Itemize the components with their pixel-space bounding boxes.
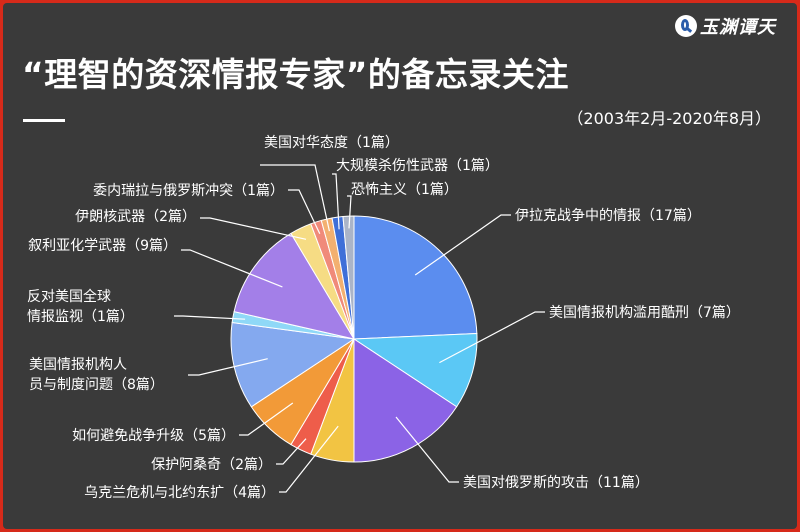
slice-label-5: 保护阿桑奇（2篇） [151,456,272,473]
leader-line-11 [288,189,321,234]
title-underline [23,119,65,122]
logo-mark-icon [675,15,697,37]
pie-slice-3 [353,338,458,463]
leader-line-4 [279,425,339,493]
leader-line-13 [332,173,340,230]
leader-line-1 [414,214,511,276]
slice-label-4: 乌克兰危机与北约东扩（4篇） [84,485,275,501]
label-leader-lines [174,164,545,493]
pie-slice-9 [233,232,356,340]
logo-text: 玉渊谭天 [700,17,776,38]
infographic-panel: 玉渊谭天 “理智的资深情报专家”的备忘录关注 （2003年2月-2020年8月）… [3,3,797,529]
slice-label-6: 如何避免战争升级（5篇） [72,428,235,444]
leader-line-12 [260,164,330,232]
slice-label-8: 反对美国全球情报监视（1篇） [27,288,134,325]
pie-slice-2 [352,332,478,408]
slice-label-3: 美国对俄罗斯的攻击（11篇） [463,475,649,491]
pie-chart: 伊拉克战争中的情报（17篇） 美国情报机构滥用酷刑（7篇） 美国对俄罗斯的攻击（11… [27,135,740,501]
leader-line-2 [439,311,545,364]
pie-slice-14 [342,215,355,340]
slice-label-9: 叙利亚化学武器（9篇） [28,237,177,254]
slice-label-1: 伊拉克战争中的情报（17篇） [515,208,701,224]
slice-label-2: 美国情报机构滥用酷刑（7篇） [549,305,740,321]
leader-line-7 [188,358,268,376]
slice-label-13: 大规模杀伤性武器（1篇） [336,158,499,174]
chart-title: “理智的资深情报专家”的备忘录关注 [22,55,569,94]
leader-line-9 [181,249,283,288]
slice-label-11: 委内瑞拉与俄罗斯冲突（1篇） [93,183,284,199]
slice-label-14: 恐怖主义（1篇） [351,181,458,198]
leader-line-5 [276,438,307,465]
brand-logo: 玉渊谭天 [675,13,776,39]
leader-line-6 [239,402,294,436]
slice-label-10: 伊朗核武器（2篇） [75,209,196,225]
leader-line-8 [174,315,246,320]
slice-label-12: 美国对华态度（1篇） [264,135,399,151]
leader-line-14 [347,195,352,229]
chart-subtitle: （2003年2月-2020年8月） [567,109,771,128]
pie-slice-1 [353,215,478,340]
slice-label-7: 美国情报机构人员与制度问题（8篇） [29,357,164,393]
pie-slices [230,215,478,463]
slice-labels: 伊拉克战争中的情报（17篇） 美国情报机构滥用酷刑（7篇） 美国对俄罗斯的攻击（11… [27,135,740,501]
leader-line-3 [395,416,459,483]
leader-line-10 [200,217,307,240]
